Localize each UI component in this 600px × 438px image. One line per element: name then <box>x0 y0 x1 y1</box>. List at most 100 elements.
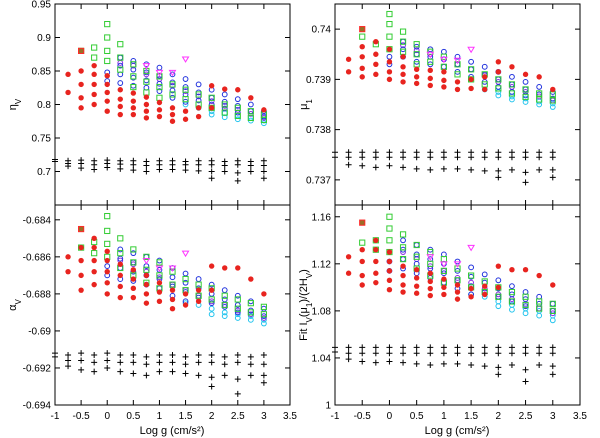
red-filled-point <box>143 115 150 121</box>
x-tick-label: 3 <box>550 411 556 422</box>
green-square-point <box>130 61 137 68</box>
red-filled-point <box>104 257 110 264</box>
red-filled-point <box>117 272 123 279</box>
x-tick-label: 0 <box>387 411 393 422</box>
red-filled-point <box>495 59 502 65</box>
blue-circle-point <box>234 96 241 103</box>
green-square-point <box>143 266 150 273</box>
black-plus-point <box>508 154 515 161</box>
y-tick-label: -0.686 <box>23 252 52 263</box>
black-plus-point <box>65 352 72 358</box>
panel-fit: 1 1.04 1.08 1.12 1.16 -1 -0.5 0 0.5 1 1.5 2 2.5 3 3.5 F… <box>298 204 587 422</box>
y-tick-label: -0.692 <box>23 363 52 374</box>
blue-circle-point <box>195 81 202 88</box>
blue-circle-point <box>169 274 176 281</box>
red-filled-point <box>454 79 461 85</box>
red-filled-point <box>373 51 379 57</box>
black-plus-point <box>549 149 556 156</box>
magenta-triangle-point <box>142 258 151 265</box>
cyan-circle-point <box>234 315 241 321</box>
red-filled-point <box>386 287 393 293</box>
black-plus-point <box>221 162 228 169</box>
purple-circle-point <box>400 42 406 49</box>
purple-circle-point <box>143 71 150 78</box>
blue-circle-point <box>117 255 124 262</box>
black-plus-point <box>65 163 72 170</box>
red-filled-point <box>65 71 71 78</box>
blue-circle-point <box>234 302 241 308</box>
red-filled-point <box>373 38 379 45</box>
red-filled-point <box>427 67 433 74</box>
purple-circle-point <box>208 98 215 105</box>
red-filled-point <box>78 287 84 293</box>
green-square-point <box>260 116 267 124</box>
black-plus-point <box>413 154 420 161</box>
black-plus-point <box>454 165 461 172</box>
green-square-point <box>508 90 516 97</box>
y-axis-label: Fit IV(μ1)/(2HV) <box>298 269 314 341</box>
red-filled-point <box>441 284 447 291</box>
red-filled-point <box>386 69 393 75</box>
black-plus-point <box>117 165 124 172</box>
black-plus-point <box>260 175 267 182</box>
y-tick-label: 0.7 <box>37 167 51 178</box>
black-plus-point <box>182 361 189 368</box>
black-plus-point <box>359 162 366 169</box>
green-square-point <box>549 300 556 307</box>
y-tick-label: 1.08 <box>312 306 332 317</box>
black-plus-point <box>440 165 447 172</box>
green-square-point <box>156 259 163 266</box>
red-filled-point <box>441 77 447 84</box>
red-filled-point <box>208 263 215 269</box>
blue-circle-point <box>182 76 189 82</box>
green-square-point <box>522 93 529 101</box>
green-square-point <box>427 260 434 267</box>
red-filled-point <box>373 71 379 78</box>
black-plus-point <box>117 368 124 375</box>
red-filled-point <box>130 285 137 292</box>
plot-frame <box>334 3 581 206</box>
black-plus-point <box>468 344 475 351</box>
y-tick-label: 0.8 <box>37 100 51 111</box>
red-filled-point <box>550 86 556 93</box>
red-filled-point <box>182 291 189 297</box>
black-plus-point <box>345 344 352 351</box>
black-plus-point <box>91 359 98 366</box>
green-square-point <box>234 112 241 119</box>
black-plus-point <box>427 149 434 156</box>
ylabel-main: α <box>7 304 19 311</box>
black-plus-point <box>143 162 150 169</box>
red-filled-point <box>373 247 379 253</box>
black-plus-point <box>234 390 241 397</box>
black-plus-point <box>130 359 137 366</box>
green-square-point <box>117 54 124 61</box>
y-tick-label: 0.738 <box>306 125 331 136</box>
red-filled-point <box>117 103 123 110</box>
y-tick-label: 0.75 <box>32 134 52 145</box>
green-square-point <box>104 34 111 41</box>
y-tick-label: 0.85 <box>32 67 52 78</box>
red-filled-point <box>117 111 123 118</box>
green-square-point <box>413 41 420 48</box>
green-square-point <box>399 256 407 263</box>
red-filled-point <box>182 108 189 114</box>
green-square-point <box>522 293 529 300</box>
green-square-point <box>508 298 516 305</box>
black-plus-point <box>400 154 407 161</box>
red-filled-point <box>359 65 365 72</box>
x-tick-label: 0.5 <box>126 411 140 422</box>
black-plus-point <box>372 164 379 171</box>
black-plus-point <box>345 161 352 168</box>
green-square-point <box>247 114 254 122</box>
blue-circle-point <box>468 264 475 271</box>
purple-circle-point <box>413 47 420 54</box>
magenta-triangle-point <box>467 244 475 252</box>
purple-circle-point <box>260 315 267 321</box>
black-plus-point <box>182 370 189 377</box>
red-filled-point <box>78 81 84 88</box>
green-square-point <box>247 309 254 316</box>
green-square-point <box>247 300 254 307</box>
green-square-point <box>117 235 124 242</box>
cyan-circle-point <box>509 306 515 313</box>
cyan-circle-point <box>247 313 254 320</box>
